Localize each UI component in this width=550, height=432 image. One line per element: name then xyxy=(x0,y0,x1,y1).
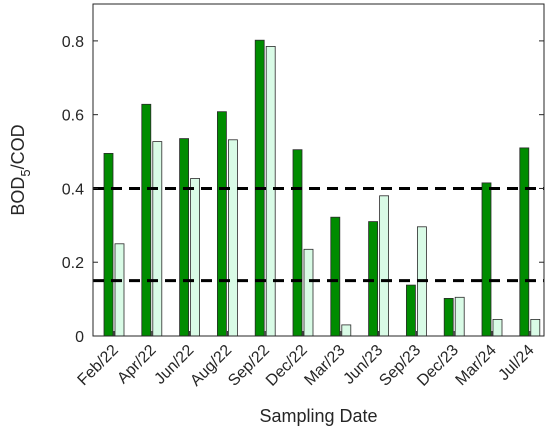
bar-series1-Jul-24 xyxy=(519,147,530,337)
y-tick-label: 0 xyxy=(75,329,84,346)
bar-series2-Feb-22 xyxy=(114,243,125,337)
bar-series2-Apr-22 xyxy=(152,141,163,337)
bar-series2-Dec-22 xyxy=(303,248,314,337)
x-axis-ticks: Feb/22Apr/22Jun/22Aug/22Sep/22Dec/22Mar/… xyxy=(75,331,538,390)
y-axis-label: BOD5/COD xyxy=(8,124,33,215)
x-tick-label: Aug/22 xyxy=(187,342,235,390)
x-tick-label: Sep/22 xyxy=(225,342,273,390)
bar-series1-Jun-22 xyxy=(179,138,190,337)
bar-series2-Jul-24 xyxy=(530,318,541,337)
y-axis-ticks: 0 0.2 0.4 0.6 0.8 xyxy=(62,34,544,346)
x-tick-label: Mar/23 xyxy=(301,342,348,389)
bar-series2-Jun-23 xyxy=(379,195,390,337)
bar-series1-Sep-23 xyxy=(405,284,416,337)
x-tick-label: Mar/24 xyxy=(453,342,500,389)
bar-series2-Mar-24 xyxy=(492,318,503,337)
x-tick-label: Sep/23 xyxy=(376,342,424,390)
bar-series1-Apr-22 xyxy=(141,103,152,337)
x-tick-label: Apr/22 xyxy=(114,342,159,387)
bar-series2-Sep-22 xyxy=(265,46,276,337)
bar-series2-Jun-22 xyxy=(190,178,201,337)
plot-area-frame xyxy=(92,3,545,337)
bar-series2-Dec-23 xyxy=(454,296,465,337)
bar-series1-Mar-23 xyxy=(330,216,341,337)
x-tick-label: Dec/23 xyxy=(414,342,462,390)
x-axis-label: Sampling Date xyxy=(259,406,377,426)
bar-series1-Dec-23 xyxy=(443,297,454,337)
reference-lines xyxy=(93,186,544,283)
bar-series2-Aug-22 xyxy=(227,139,238,337)
x-tick-label: Dec/22 xyxy=(263,342,311,390)
y-tick-label: 0.8 xyxy=(62,34,84,51)
y-tick-label: 0.2 xyxy=(62,255,84,272)
bar-series1-Mar-24 xyxy=(481,182,492,337)
bar-series1-Dec-22 xyxy=(292,149,303,337)
bar-series2-Mar-23 xyxy=(341,324,352,337)
y-tick-label: 0.4 xyxy=(62,181,84,198)
bar-series1-Jun-23 xyxy=(368,221,379,337)
bar-series1-Aug-22 xyxy=(216,111,227,337)
y-tick-label: 0.6 xyxy=(62,108,84,125)
bar-series1-Feb-22 xyxy=(103,152,114,337)
x-tick-label: Feb/22 xyxy=(75,342,122,389)
x-tick-label: Jul/24 xyxy=(495,342,537,384)
